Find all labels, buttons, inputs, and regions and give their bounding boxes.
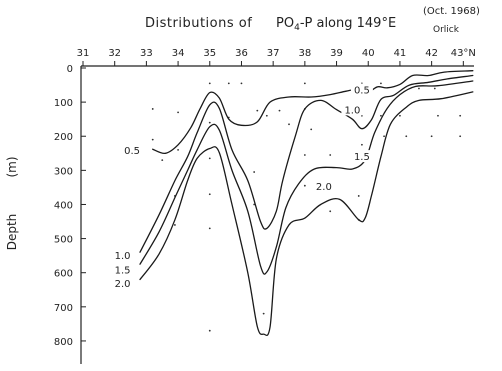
contour-lines xyxy=(139,70,474,337)
contour-line-1.0 xyxy=(139,74,474,253)
station-dot xyxy=(437,114,439,117)
y-tick-label: 600 xyxy=(54,269,73,280)
station-dot xyxy=(383,135,385,138)
station-dot xyxy=(208,227,211,230)
station-dot xyxy=(177,111,179,114)
title-variable-base: PO xyxy=(276,16,294,31)
contour-label-gap xyxy=(350,83,373,96)
y-axis-title: Depth (m) xyxy=(5,156,19,250)
contour-label: 1.5 xyxy=(354,152,370,163)
station-dot xyxy=(329,154,332,156)
y-tick-label: 700 xyxy=(54,303,73,314)
station-dot xyxy=(265,114,268,117)
contour-label: 0.5 xyxy=(354,86,370,97)
x-tick-label: 41 xyxy=(394,48,407,59)
station-dot xyxy=(433,87,436,90)
station-dot xyxy=(174,224,176,226)
y-tick-label: 300 xyxy=(54,166,73,177)
contour-label-gap xyxy=(312,180,335,193)
station-dot xyxy=(459,114,462,117)
station-dot xyxy=(430,135,433,138)
x-tick-label: 31 xyxy=(77,48,90,59)
x-tick-label: 43°N xyxy=(451,48,476,59)
contour-line-2.0 xyxy=(139,91,474,337)
station-dot xyxy=(240,82,243,85)
station-dot xyxy=(357,195,360,197)
contour-labels: 0.5 1.0 1.5 2.0 0.5 1.0 1.5 2.0 xyxy=(115,83,373,290)
sampling-stations xyxy=(151,82,462,332)
contour-label: 2.0 xyxy=(316,182,332,193)
station-dot xyxy=(256,109,259,112)
station-dot xyxy=(151,138,154,141)
station-dot xyxy=(303,184,306,187)
chart-title-text: Distributions of xyxy=(145,16,252,31)
contour-label: 1.0 xyxy=(344,105,360,116)
y-axis-unit: (m) xyxy=(5,156,19,177)
x-tick-label: 33 xyxy=(140,48,153,59)
station-dot xyxy=(208,193,211,196)
x-tick-label: 36 xyxy=(235,48,248,59)
contour-label-left: 1.5 xyxy=(115,265,131,276)
contour-label-left: 0.5 xyxy=(124,146,140,157)
station-dot xyxy=(161,159,164,162)
x-tick-label: 34 xyxy=(172,48,185,59)
date-note: (Oct. 1968) xyxy=(423,6,480,17)
y-tick-label: 500 xyxy=(54,235,73,246)
y-axis-label: Depth xyxy=(5,214,19,251)
station-dot xyxy=(151,108,154,110)
station-dot xyxy=(208,329,211,332)
station-dot xyxy=(329,210,332,213)
author-note: Orlick xyxy=(433,25,460,35)
station-dot xyxy=(278,109,281,112)
station-dot xyxy=(303,82,306,85)
station-dot xyxy=(177,148,179,151)
y-tick-label: 800 xyxy=(54,337,73,348)
station-dot xyxy=(380,114,382,117)
station-dot xyxy=(208,157,211,160)
title-variable-subscript: 4 xyxy=(294,23,300,33)
x-tick-label: 32 xyxy=(108,48,121,59)
contour-line-0.5 xyxy=(152,70,474,155)
x-tick-label: 37 xyxy=(267,48,280,59)
station-dot xyxy=(253,171,256,173)
station-dot xyxy=(399,114,401,117)
station-dot xyxy=(405,135,408,138)
station-dot xyxy=(418,87,420,90)
station-dot xyxy=(303,154,306,156)
station-dot xyxy=(310,128,313,131)
x-tick-label: 38 xyxy=(298,48,311,59)
contour-line-1.5 xyxy=(139,80,474,275)
x-tick-label: 35 xyxy=(203,48,216,59)
y-tick-label: 400 xyxy=(54,200,73,211)
y-tick-label: 0 xyxy=(67,64,73,75)
station-dot xyxy=(208,82,211,85)
contour-label-gap xyxy=(341,103,364,116)
contour-label-gap xyxy=(350,150,373,163)
station-dot xyxy=(361,143,363,146)
station-dot xyxy=(459,135,462,138)
y-tick-label: 100 xyxy=(54,98,73,109)
station-dot xyxy=(262,312,265,315)
station-dot xyxy=(380,82,382,85)
contour-label-left: 1.0 xyxy=(115,251,131,262)
contour-label-left: 2.0 xyxy=(115,279,131,290)
y-tick-label: 200 xyxy=(54,132,73,143)
x-axis-ticks: 31 32 33 34 35 36 37 38 39 40 41 42 43°N xyxy=(77,48,476,66)
title-variable-rest: -P along 149°E xyxy=(300,16,396,31)
y-axis-ticks: 0 100 200 300 400 500 600 700 800 xyxy=(54,64,86,348)
station-dot xyxy=(288,123,290,126)
x-tick-label: 42 xyxy=(425,48,438,59)
chart-title-variable: PO4-P along 149°E xyxy=(276,16,396,33)
x-tick-label: 40 xyxy=(362,48,375,59)
x-tick-label: 39 xyxy=(330,48,343,59)
station-dot xyxy=(208,121,211,124)
station-dot xyxy=(227,82,230,85)
